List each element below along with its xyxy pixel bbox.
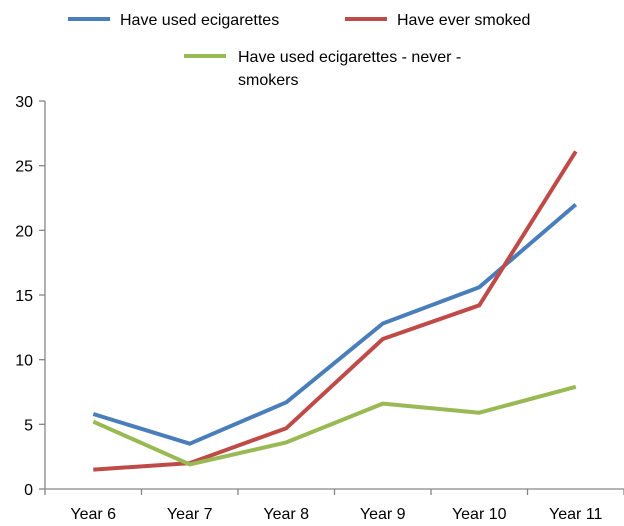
legend: Have used ecigarettes Have ever smoked H… [68,12,530,89]
series-line-never-smokers [92,384,577,467]
x-tick-label: Year 9 [360,506,406,523]
legend-label-never-smokers-line1: Have used ecigarettes - never - [238,49,461,66]
y-tick-label: 30 [15,94,33,111]
y-tick-label: 5 [24,417,33,434]
x-tick-label: Year 10 [452,506,507,523]
y-tick-label: 25 [15,159,33,176]
x-tick-label: Year 8 [263,506,309,523]
y-tick-label: 10 [15,353,33,370]
series-line-ecigarettes [92,202,578,446]
y-tick-label: 0 [24,482,33,499]
legend-label-ecigarettes: Have used ecigarettes [120,12,279,29]
y-tick-label: 15 [15,288,33,305]
legend-label-ever-smoked: Have ever smoked [397,12,530,29]
axes: 0 5 10 15 20 25 30 Year 6 Year 7 Year 8 Year 9 Year… [15,94,624,523]
legend-label-never-smokers-line2: smokers [238,72,298,89]
series-layer [92,150,578,472]
x-tick-label: Year 11 [549,506,602,523]
x-tick-label: Year 7 [167,506,213,523]
y-tick-label: 20 [15,223,33,240]
series-line-ever-smoked [93,150,578,472]
x-tick-label: Year 6 [70,506,116,523]
